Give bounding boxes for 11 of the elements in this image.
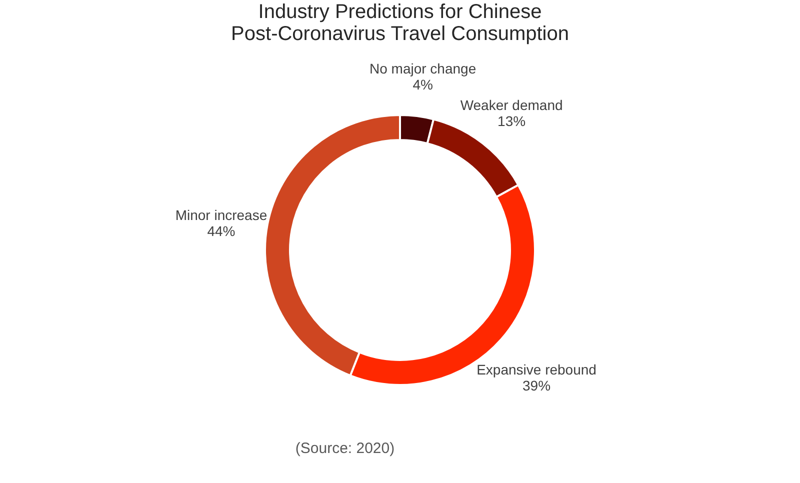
data-label: 4% (412, 76, 433, 92)
slice-label: Expansive rebound (476, 361, 596, 378)
slice-label: No major change (370, 60, 476, 76)
text: (Source: 2020) (295, 440, 395, 457)
data-label: 44% (207, 222, 236, 239)
text: Industry Predictions for Chinese (258, 1, 542, 23)
data-label: 39% (522, 377, 551, 394)
slice-label: Minor increase (175, 206, 268, 223)
data-label: 13% (498, 113, 526, 130)
slice-label: Weaker demand (460, 97, 563, 114)
text: Post-Coronavirus Travel Consumption (231, 23, 569, 45)
